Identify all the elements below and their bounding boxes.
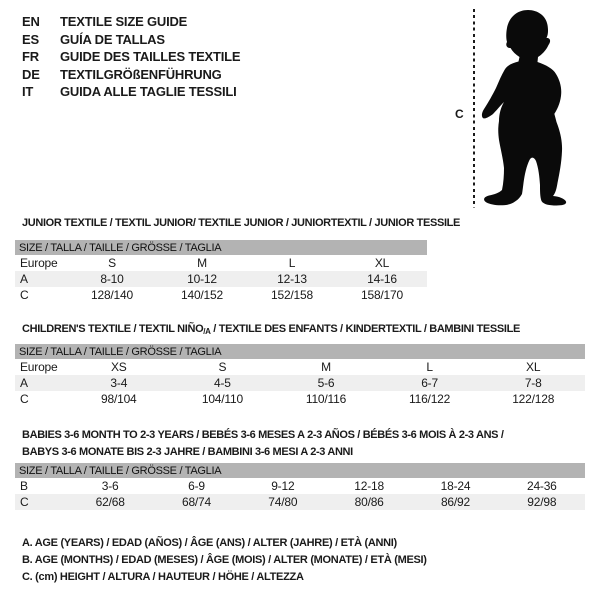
language-title: GUIDE DES TAILLES TEXTILE [60, 49, 241, 65]
table-cell: 128/140 [91, 288, 133, 302]
footnotes: A. AGE (YEARS) / EDAD (AÑOS) / ÂGE (ANS)… [22, 537, 427, 588]
table-cell: XL [374, 256, 390, 270]
table-cell: 116/122 [409, 392, 451, 406]
junior-size-table: SIZE / TALLA / TAILLE / GRÖSSE / TAGLIA E… [15, 240, 427, 303]
table-cell: 6-9 [188, 479, 205, 493]
language-row: DE TEXTILGRÖßENFÜHRUNG [22, 66, 240, 84]
table-cell: 14-16 [337, 271, 427, 287]
section-title-babies-line2: BABYS 3-6 MONATE BIS 2-3 JAHRE / BAMBINI… [22, 446, 353, 458]
language-title: TEXTILGRÖßENFÜHRUNG [60, 66, 222, 82]
size-header-row: SIZE / TALLA / TAILLE / GRÖSSE / TAGLIA [15, 240, 427, 255]
language-code: ES [22, 31, 39, 47]
table-cell: 10-12 [157, 271, 247, 287]
row-label-cell: C [20, 288, 29, 302]
table-cell: 8-10 [67, 271, 157, 287]
table-cell: 74/80 [239, 494, 326, 510]
row-label-cell: Europe [20, 256, 58, 270]
table-row: C 62/68 68/74 74/80 80/86 86/92 92/98 [15, 494, 585, 510]
table-row: B 3-6 6-9 9-12 12-18 18-24 24-36 [15, 478, 585, 494]
language-code: FR [22, 49, 39, 65]
table-cell: 6-7 [377, 375, 482, 391]
language-row: FR GUIDE DES TAILLES TEXTILE [22, 48, 241, 66]
section-title-children-sub: /A [203, 327, 211, 336]
language-row: IT GUIDA ALLE TAGLIE TESSILI [22, 83, 240, 101]
table-cell: S [108, 256, 116, 270]
language-title: GUIDA ALLE TAGLIE TESSILI [60, 84, 237, 100]
language-row: ES GUÍA DE TALLAS [22, 31, 240, 49]
language-code: IT [22, 84, 34, 100]
size-header-cell: SIZE / TALLA / TAILLE / GRÖSSE / TAGLIA [15, 240, 427, 255]
table-cell: 80/86 [325, 494, 413, 510]
table-row: Europe XS S M L XL [15, 359, 585, 375]
language-title: GUÍA DE TALLAS [60, 31, 165, 47]
babies-size-table: SIZE / TALLA / TAILLE / GRÖSSE / TAGLIA B… [15, 463, 585, 510]
footnote-c: C. (cm) HEIGHT / ALTURA / HAUTEUR / HÖHE… [22, 571, 304, 583]
table-cell: 152/158 [271, 288, 313, 302]
table-cell: 98/104 [101, 392, 137, 406]
table-cell: 3-4 [67, 375, 171, 391]
table-cell: 9-12 [271, 479, 295, 493]
size-header-cell: SIZE / TALLA / TAILLE / GRÖSSE / TAGLIA [15, 344, 585, 359]
section-title-children-post: / TEXTILE DES ENFANTS / KINDERTEXTIL / B… [210, 323, 520, 335]
table-cell: 158/170 [361, 288, 403, 302]
table-cell: 140/152 [181, 288, 223, 302]
language-title: TEXTILE SIZE GUIDE [60, 14, 188, 30]
table-cell: 104/110 [201, 392, 243, 406]
table-cell: 68/74 [153, 494, 240, 510]
row-label-cell: C [20, 392, 29, 406]
table-cell: 7-8 [481, 375, 585, 391]
footnote-b: B. AGE (MONTHS) / EDAD (MESES) / ÂGE (MO… [22, 554, 427, 566]
table-cell: 5-6 [274, 375, 378, 391]
section-title-children: CHILDREN'S TEXTILE / TEXTIL NIÑO/A / TEX… [22, 323, 520, 336]
table-cell: 12-13 [247, 271, 337, 287]
size-header-cell: SIZE / TALLA / TAILLE / GRÖSSE / TAGLIA [15, 463, 585, 478]
size-header-row: SIZE / TALLA / TAILLE / GRÖSSE / TAGLIA [15, 344, 585, 359]
language-code: EN [22, 14, 40, 30]
table-row: C 128/140 140/152 152/158 158/170 [15, 287, 427, 303]
table-row: A 3-4 4-5 5-6 6-7 7-8 [15, 375, 585, 391]
section-title-junior: JUNIOR TEXTILE / TEXTIL JUNIOR/ TEXTILE … [22, 217, 461, 229]
row-label-cell: Europe [20, 360, 58, 374]
height-measure-label: C [455, 107, 464, 121]
table-cell: 3-6 [101, 479, 119, 493]
table-cell: M [321, 360, 331, 374]
table-cell: 86/92 [412, 494, 499, 510]
baby-silhouette-image [481, 10, 567, 206]
children-size-table-wrap: SIZE / TALLA / TAILLE / GRÖSSE / TAGLIA E… [15, 344, 585, 407]
row-label-cell: A [15, 271, 67, 287]
section-title-babies-line1: BABIES 3-6 MONTH TO 2-3 YEARS / BEBÉS 3-… [22, 429, 504, 441]
row-label-cell: B [20, 479, 28, 493]
size-header-row: SIZE / TALLA / TAILLE / GRÖSSE / TAGLIA [15, 463, 585, 478]
table-cell: XL [526, 360, 541, 374]
language-row: EN TEXTILE SIZE GUIDE [22, 13, 240, 31]
children-size-table: SIZE / TALLA / TAILLE / GRÖSSE / TAGLIA E… [15, 344, 585, 407]
table-cell: L [426, 360, 433, 374]
table-cell: 92/98 [498, 494, 585, 510]
table-cell: 122/128 [512, 392, 555, 406]
table-cell: S [218, 360, 227, 374]
table-cell: 110/116 [305, 392, 347, 406]
table-cell: M [197, 256, 207, 270]
footnote-a: A. AGE (YEARS) / EDAD (AÑOS) / ÂGE (ANS)… [22, 537, 397, 549]
section-title-children-pre: CHILDREN'S TEXTILE / TEXTIL NIÑO [22, 323, 204, 335]
table-row: A 8-10 10-12 12-13 14-16 [15, 271, 427, 287]
table-cell: 4-5 [170, 375, 275, 391]
table-cell: 24-36 [526, 479, 557, 493]
table-cell: 18-24 [440, 479, 471, 493]
table-cell: 12-18 [354, 479, 384, 493]
babies-size-table-wrap: SIZE / TALLA / TAILLE / GRÖSSE / TAGLIA B… [15, 463, 585, 510]
table-row: C 98/104 104/110 110/116 116/122 122/128 [15, 391, 585, 407]
table-cell: L [288, 256, 296, 270]
table-row: Europe S M L XL [15, 255, 427, 271]
row-label-cell: C [15, 494, 67, 510]
table-cell: 62/68 [67, 494, 154, 510]
junior-size-table-wrap: SIZE / TALLA / TAILLE / GRÖSSE / TAGLIA E… [15, 240, 427, 303]
height-dashed-line [473, 9, 475, 208]
language-code: DE [22, 66, 40, 82]
table-cell: XS [110, 360, 127, 374]
row-label-cell: A [15, 375, 67, 391]
language-header: EN TEXTILE SIZE GUIDE ES GUÍA DE TALLAS … [22, 13, 241, 101]
